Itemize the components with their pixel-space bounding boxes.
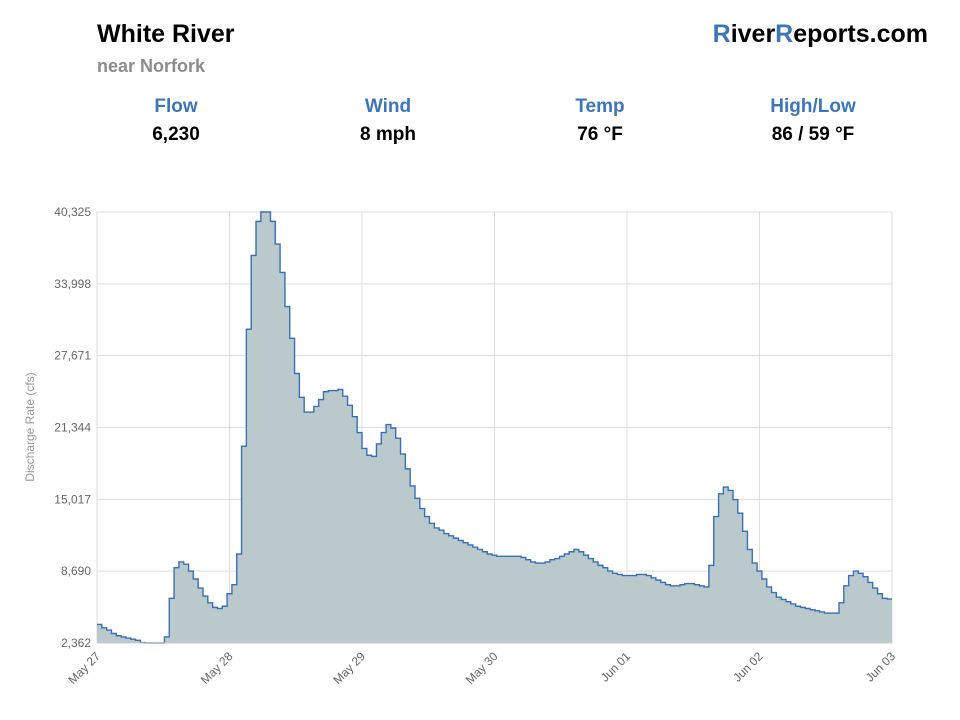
brand-part2: eports.com [793, 20, 928, 48]
x-axis-ticks: May 27 May 28 May 29 May 30 Jun 01 Jun 02 Jun … [65, 649, 898, 687]
x-tick-label: May 27 [65, 649, 103, 687]
stat-highlow-value: 86 / 59 °F [771, 124, 855, 145]
stat-flow: Flow 6,230 [76, 96, 276, 146]
stat-highlow-label: High/Low [770, 96, 856, 117]
stat-temp-value: 76 °F [577, 124, 623, 145]
stat-temp-label: Temp [575, 96, 625, 117]
y-tick-label: 2,362 [61, 636, 91, 650]
brand-logo[interactable]: RiverReports.com [713, 20, 928, 49]
x-tick-label: Jun 02 [730, 649, 766, 685]
y-tick-label: 21,344 [54, 420, 91, 434]
x-tick-label: Jun 03 [863, 649, 899, 685]
stat-flow-label: Flow [154, 96, 198, 117]
y-axis-title: Discharge Rate (cfs) [23, 372, 37, 481]
x-tick-label: May 29 [330, 649, 368, 687]
stat-highlow: High/Low 86 / 59 °F [713, 96, 913, 146]
x-tick-label: Jun 01 [598, 649, 634, 685]
y-tick-label: 8,690 [61, 564, 91, 578]
brand-letter-r2: R [775, 20, 794, 48]
stat-temp: Temp 76 °F [500, 96, 700, 146]
x-tick-label: May 30 [463, 649, 501, 687]
discharge-series-line [97, 211, 892, 644]
discharge-area-fill [97, 212, 892, 643]
stat-wind-value: 8 mph [360, 124, 416, 145]
stat-flow-value: 6,230 [152, 124, 200, 145]
river-location: near Norfork [97, 56, 206, 76]
brand-part1: iver [730, 20, 776, 48]
y-tick-label: 33,998 [54, 277, 91, 291]
river-title: White River [97, 20, 235, 48]
y-axis-ticks: 2,362 8,690 15,017 21,344 27,671 33,998 40,325 [54, 205, 91, 650]
brand-letter-r1: R [712, 20, 731, 48]
x-tick-label: May 28 [198, 649, 236, 687]
y-tick-label: 40,325 [54, 205, 91, 219]
y-tick-label: 15,017 [54, 492, 91, 506]
chart-area-layer [97, 211, 892, 644]
y-tick-label: 27,671 [54, 349, 91, 363]
discharge-chart[interactable]: 2,362 8,690 15,017 21,344 27,671 33,998 40,325… [0, 190, 960, 720]
stat-wind: Wind 8 mph [288, 96, 488, 146]
stat-wind-label: Wind [364, 96, 412, 117]
